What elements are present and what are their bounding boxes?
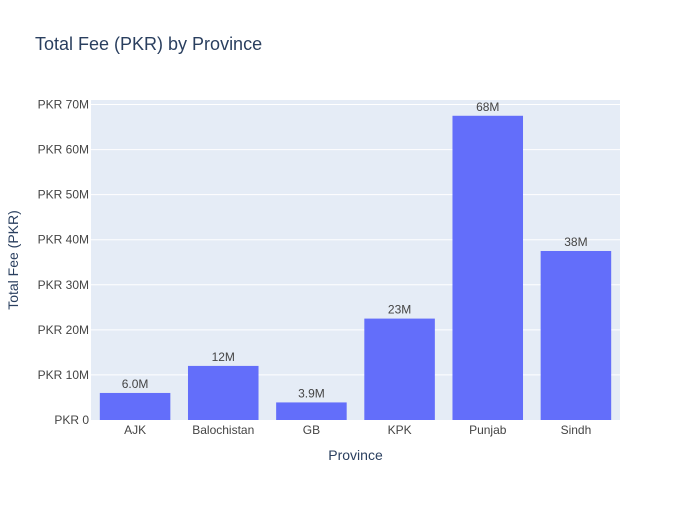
data-label: 23M [388, 303, 411, 317]
y-tick-label: PKR 50M [38, 188, 89, 202]
data-label: 6.0M [122, 377, 149, 391]
x-axis-ticks: AJK Balochistan GB KPK Punjab Sindh [124, 423, 591, 437]
data-label: 3.9M [298, 386, 325, 400]
x-tick-label: Punjab [469, 423, 507, 437]
bar-ajk[interactable] [99, 392, 171, 420]
bar-punjab[interactable] [452, 115, 524, 420]
y-axis-title: Total Fee (PKR) [5, 210, 21, 310]
chart-title: Total Fee (PKR) by Province [35, 34, 262, 54]
data-labels: 6.0M 12M 3.9M 23M 68M 38M [122, 100, 588, 401]
plot-background [91, 100, 620, 420]
y-tick-label: PKR 20M [38, 323, 89, 337]
y-tick-label: PKR 60M [38, 143, 89, 157]
data-label: 38M [564, 235, 587, 249]
x-tick-label: GB [303, 423, 320, 437]
data-label: 68M [476, 100, 499, 114]
y-tick-label: PKR 10M [38, 368, 89, 382]
bar-sindh[interactable] [540, 250, 612, 420]
gridlines [91, 104, 620, 376]
x-tick-label: KPK [388, 423, 412, 437]
bar-gb[interactable] [276, 402, 347, 420]
x-tick-label: Balochistan [192, 423, 254, 437]
bars [99, 115, 612, 420]
x-tick-label: AJK [124, 423, 146, 437]
y-tick-label: PKR 30M [38, 278, 89, 292]
bar-kpk[interactable] [364, 318, 435, 420]
y-tick-label: PKR 70M [38, 98, 89, 112]
x-axis-title: Province [328, 447, 383, 463]
x-tick-label: Sindh [561, 423, 592, 437]
y-tick-label: PKR 0 [54, 413, 89, 427]
y-axis-ticks: PKR 0 PKR 10M PKR 20M PKR 30M PKR 40M PKR 50M… [38, 98, 90, 427]
data-label: 12M [212, 350, 235, 364]
y-tick-label: PKR 40M [38, 233, 89, 247]
bar-balochistan[interactable] [187, 365, 259, 420]
